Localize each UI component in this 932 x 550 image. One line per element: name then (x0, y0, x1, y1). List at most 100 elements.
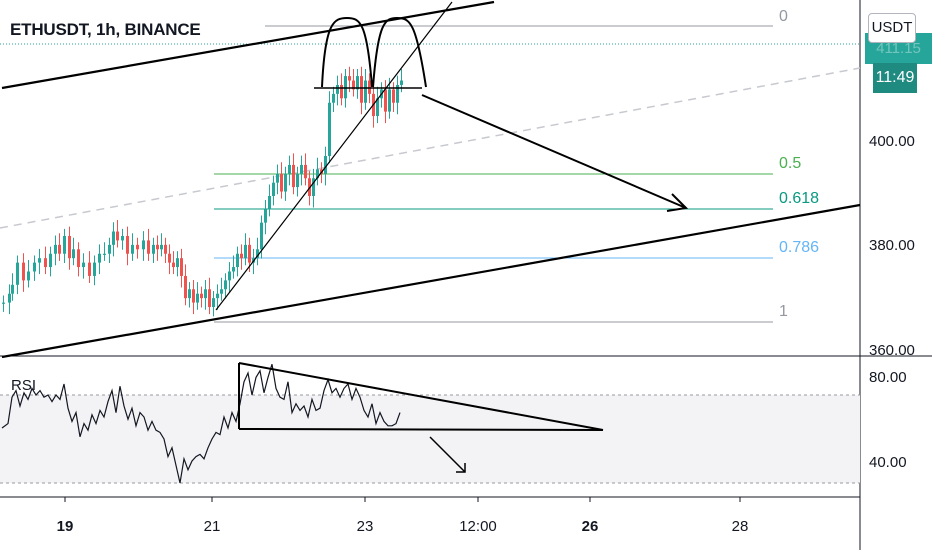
candle-body (304, 164, 307, 179)
time-axis[interactable]: 19 21 23 12:00 26 28 (57, 497, 749, 535)
candle-body (376, 98, 379, 117)
candle-body (63, 235, 66, 254)
time-tick-5: 28 (732, 518, 749, 535)
bar-countdown-tag: 11:49 (873, 63, 917, 93)
steep-trendline[interactable] (215, 1, 453, 311)
candle-body (356, 76, 359, 90)
candle-body (116, 231, 119, 241)
target-arrow-line[interactable] (421, 94, 687, 209)
candle-body (126, 235, 129, 254)
channel-mid-dashed-line[interactable] (0, 67, 861, 229)
candle-body (136, 244, 139, 250)
rsi-indicator-label[interactable]: RSI (11, 377, 37, 394)
price-tick-380: 380.00 (869, 237, 915, 254)
candle-body (72, 249, 75, 259)
candle-body (88, 262, 91, 276)
target-arrow-head (666, 193, 689, 212)
candle-body (216, 293, 219, 299)
candle-body (77, 249, 80, 268)
last-price-tag: 411.15 (865, 33, 932, 64)
last-price-value: 411.15 (876, 40, 921, 57)
rsi-line (1, 364, 401, 484)
candle-body (396, 84, 399, 103)
candle-body (27, 271, 30, 281)
candle-body (348, 76, 351, 81)
candle-body (82, 262, 85, 268)
candle-body (98, 253, 101, 263)
candle-body (208, 289, 211, 308)
candle-body (272, 182, 275, 196)
channel-lower-line[interactable] (1, 203, 861, 359)
rsi-tick-80: 80.00 (869, 369, 907, 386)
candle-body (172, 262, 175, 268)
candle-body (268, 196, 271, 210)
candle-body (276, 173, 279, 183)
candle-body (2, 302, 5, 304)
candle-body (192, 289, 195, 303)
candle-body (121, 235, 124, 241)
candle-body (300, 164, 303, 174)
fib-level-1-label: 1 (779, 303, 788, 320)
candle-body (54, 244, 57, 254)
candle-body (112, 231, 115, 245)
candle-body (220, 289, 223, 294)
rsi-triangle-top[interactable] (238, 362, 604, 431)
candle-body (142, 240, 145, 250)
candle-body (108, 244, 111, 254)
candle-body (296, 173, 299, 188)
double-top-left-arc[interactable] (321, 16, 373, 88)
candle-body (360, 76, 363, 103)
candle-body (312, 178, 315, 196)
candle-body (224, 280, 227, 290)
candle-body (22, 262, 25, 281)
candle-body (16, 262, 19, 285)
candle-body (364, 80, 367, 103)
fib-retracement[interactable]: 0 0.5 0.618 0.786 1 (214, 8, 819, 323)
price-tick-400: 400.00 (869, 133, 915, 150)
time-tick-3: 12:00 (459, 518, 497, 535)
candle-body (196, 293, 199, 303)
rsi-tick-40: 40.00 (869, 454, 907, 471)
candle-body (256, 249, 259, 259)
candle-body (236, 253, 239, 268)
double-top-right-arc[interactable] (372, 16, 427, 88)
candle-body (131, 244, 134, 254)
rsi-band-fill (0, 395, 860, 483)
candle-body (284, 173, 287, 192)
candle-body (344, 76, 347, 99)
candle-body (336, 84, 339, 94)
candle-body (280, 173, 283, 192)
candle-body (368, 80, 371, 94)
candle-body (400, 80, 403, 85)
rsi-arrow-line[interactable] (429, 436, 466, 473)
candle-body (388, 89, 391, 112)
rsi-arrow-head (456, 463, 466, 473)
candle-body (292, 164, 295, 188)
candle-body (204, 289, 207, 299)
currency-button[interactable]: USDT (868, 13, 916, 43)
time-tick-2: 23 (357, 518, 374, 535)
candle-body (49, 253, 52, 268)
candle-body (324, 156, 327, 174)
candle-body (38, 258, 41, 263)
fib-level-0-786-label: 0.786 (779, 239, 819, 256)
candle-body (212, 298, 215, 308)
fib-level-0-618-label: 0.618 (779, 190, 819, 207)
symbol-title[interactable]: ETHUSDT, 1h, BINANCE (10, 20, 201, 39)
candle-body (332, 93, 335, 103)
fib-level-0-5-label: 0.5 (779, 155, 801, 172)
candle-body (164, 244, 167, 254)
candle-body (11, 284, 14, 294)
candle-body (248, 244, 251, 263)
candle-body (103, 253, 106, 255)
rsi-triangle-base[interactable] (238, 428, 604, 431)
fib-level-0-label: 0 (779, 8, 788, 25)
candle-body (152, 244, 155, 254)
time-tick-0: 19 (57, 518, 74, 535)
candle-body (228, 271, 231, 281)
channel-upper-line[interactable] (1, 0, 495, 90)
candle-body (8, 293, 11, 303)
candle-body (168, 253, 171, 263)
candle-body (184, 275, 187, 299)
